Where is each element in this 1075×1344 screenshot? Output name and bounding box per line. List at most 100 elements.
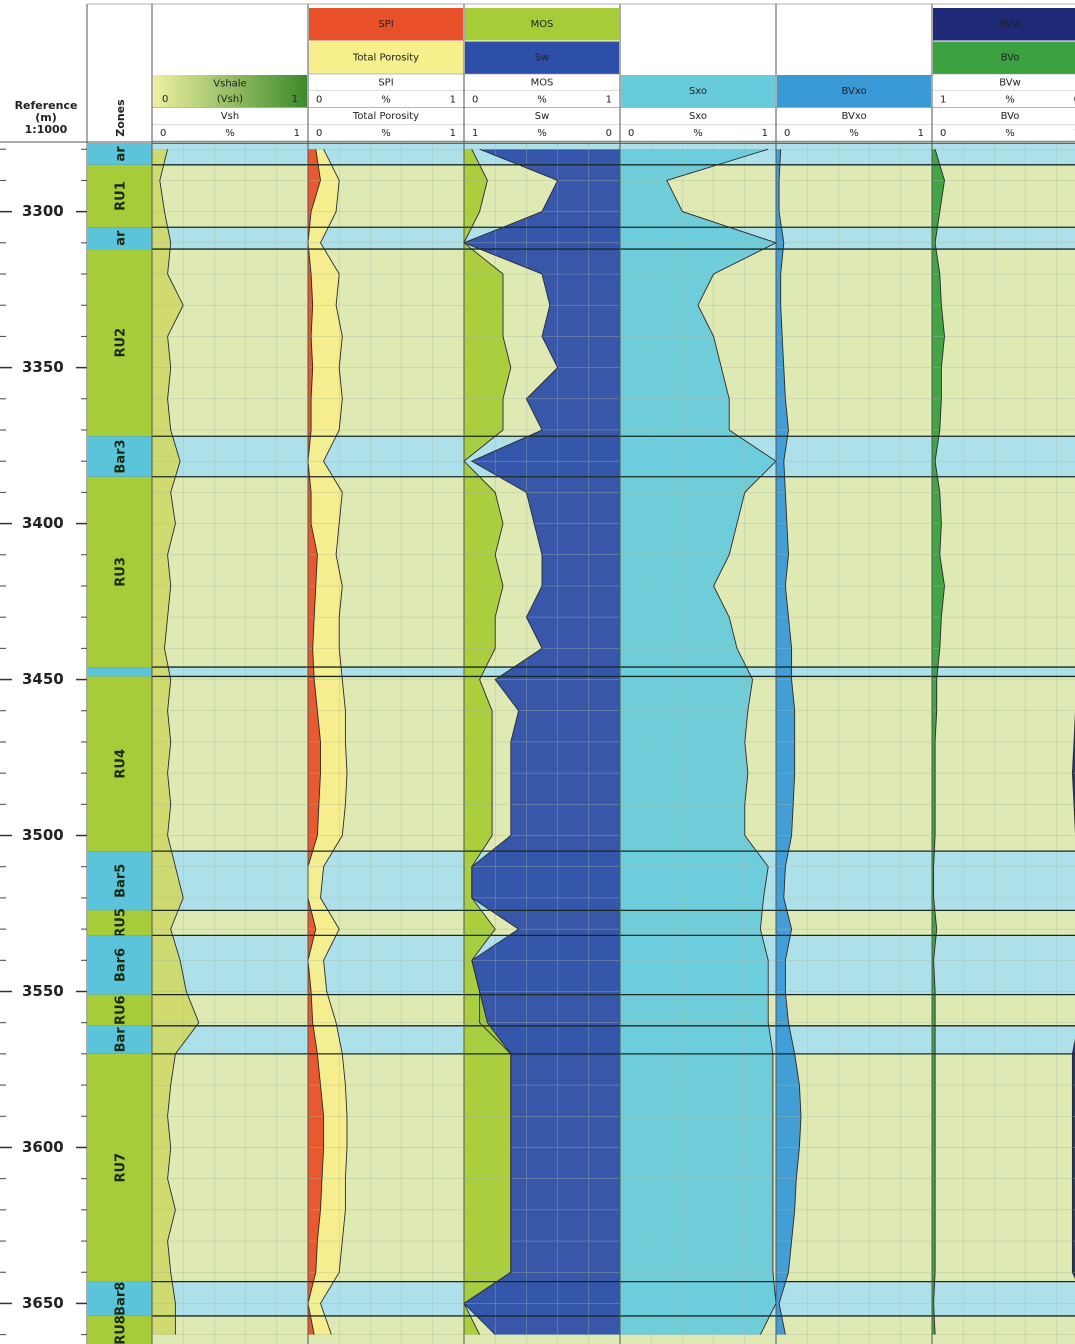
scale-right: 1 (606, 94, 612, 105)
scale-left: 0 (628, 128, 634, 139)
legend-label: Sw (535, 52, 550, 63)
legend-label: MOS (531, 19, 554, 30)
scale-unit: % (537, 128, 547, 139)
legend-label: Sxo (689, 86, 707, 97)
scale-left: 0 (472, 94, 478, 105)
curve-line (666, 148, 778, 1335)
zone-label: RU3 (114, 557, 129, 587)
scale-right: 1 (1074, 128, 1075, 139)
legend-swatch (309, 41, 463, 74)
zone-block (88, 1315, 152, 1344)
scale-unit: % (537, 94, 547, 105)
scale-unit: % (381, 94, 391, 105)
scale-unit: % (849, 128, 859, 139)
curve-line (463, 148, 512, 1335)
scale-unit: % (225, 128, 235, 139)
zone-block (88, 851, 152, 911)
depth-tick-label: 3500 (22, 826, 64, 844)
scale-unit: % (1005, 128, 1015, 139)
zone-block (88, 1025, 152, 1054)
zones-label: Zones (114, 99, 127, 137)
legend-swatch (465, 41, 619, 74)
zone-block (88, 476, 152, 668)
zone-label: RU5 (114, 908, 129, 938)
scale-right: 1 (762, 128, 768, 139)
curve-name: BVxo (841, 111, 866, 122)
curve-line (778, 149, 802, 1335)
zone-label: RU1 (114, 181, 129, 211)
legend-scale-min: 0 (162, 94, 168, 105)
scale-right: 0 (606, 128, 612, 139)
curve-line (933, 149, 945, 1335)
legend-swatch (621, 75, 775, 108)
zone-block (88, 935, 152, 995)
zone-label: RU7 (114, 1153, 129, 1183)
depth-tick-label: 3350 (22, 358, 64, 376)
legend-label: BVw (999, 19, 1021, 30)
curve-fill (1072, 721, 1075, 1279)
scale-right: 1 (918, 128, 924, 139)
legend-swatch (309, 8, 463, 41)
curve-name: BVw (999, 78, 1021, 89)
zone-label: Bar (114, 1027, 129, 1053)
scale-left: 0 (316, 94, 322, 105)
scale-left: 1 (472, 128, 478, 139)
depth-scale: 1:1000 (25, 123, 68, 136)
zone-label: Bar3 (114, 439, 129, 473)
scale-right: 1 (450, 94, 456, 105)
zone-label: RU4 (114, 749, 129, 779)
legend-label: BVxo (841, 86, 866, 97)
zone-label: RU8 (114, 1315, 129, 1344)
legend-swatch (933, 8, 1075, 41)
curve-line (319, 148, 348, 1335)
legend-swatch (465, 8, 619, 41)
zone-block (88, 676, 152, 852)
zone-label: RU2 (114, 328, 129, 358)
curve-line (307, 149, 325, 1335)
zone-block (88, 1281, 152, 1316)
scale-left: 0 (316, 128, 322, 139)
depth-tick-label: 3550 (22, 982, 64, 1000)
scale-left: 0 (784, 128, 790, 139)
zone-label: Bar5 (114, 864, 129, 898)
curve-fill (932, 149, 945, 1335)
zone-column: ar RU1 ar RU2 Bar3 RU3 RU4 Bar5 RU5 Bar6 RU6 Bar RU7… (88, 143, 152, 1344)
scale-right: 1 (450, 128, 456, 139)
legend-label: SPI (378, 19, 393, 30)
header: Vshale 0 (Vsh) 1 Vsh 0% 1 SPI Total Porosity SPI 0… (151, 8, 1075, 142)
depth-unit: (m) (35, 111, 57, 124)
legend-swatch (777, 75, 931, 108)
legend-scale-max: 1 (292, 94, 298, 105)
legend-label: Vshale (213, 78, 246, 89)
curve-name: BVo (1001, 111, 1020, 122)
zone-block (88, 994, 152, 1026)
depth-tick-label: 3650 (22, 1294, 64, 1312)
legend-label: BVo (1001, 52, 1020, 63)
legend-label: Total Porosity (352, 52, 419, 63)
depth-tick-label: 3300 (22, 202, 64, 220)
scale-right: 0 (1074, 94, 1075, 105)
legend-swatch (933, 41, 1075, 74)
curve-line (159, 149, 200, 1335)
scale-left: 1 (940, 94, 946, 105)
zone-label: ar (114, 230, 129, 246)
zone-block (88, 436, 152, 477)
legend-unit: (Vsh) (217, 94, 243, 105)
depth-label: Reference (15, 99, 78, 112)
depth-tick-label: 3600 (22, 1138, 64, 1156)
zone-block (88, 910, 152, 936)
scale-unit: % (693, 128, 703, 139)
legend-swatch (153, 75, 307, 108)
zone-block (88, 164, 152, 228)
scale-right: 1 (294, 128, 300, 139)
zone-block (88, 667, 152, 677)
zone-label: Bar8 (114, 1282, 129, 1316)
zone-block (88, 249, 152, 437)
scale-unit: % (381, 128, 391, 139)
zone-label: ar (114, 146, 129, 162)
scale-left: 0 (940, 128, 946, 139)
zone-block (88, 227, 152, 250)
curve-line (1071, 711, 1075, 1280)
depth-tick-label: 3450 (22, 670, 64, 688)
curve-name: Sxo (689, 111, 707, 122)
